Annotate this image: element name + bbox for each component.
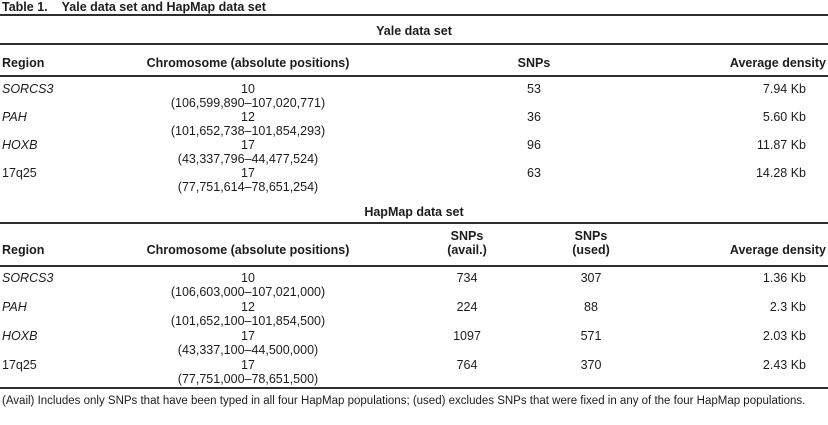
hapmap-rows: SORCS3 10 (106,603,000–107,021,000) 734 … — [0, 267, 828, 387]
chromosome-cell: 10 (106,603,000–107,021,000) — [130, 271, 366, 300]
chromosome-number: 12 — [241, 110, 255, 124]
snps-cell: 63 — [527, 166, 541, 180]
density-cell: 2.43 Kb — [762, 358, 806, 372]
chromosome-number: 17 — [241, 358, 255, 372]
chromosome-cell: 12 (101,652,738–101,854,293) — [130, 110, 366, 138]
table-number-label: Table 1. — [2, 0, 48, 14]
table-row: PAH 12 (101,652,100–101,854,500) 224 88 … — [0, 300, 828, 329]
section-heading-hapmap: HapMap data set — [0, 194, 828, 224]
snps-used-cell: 307 — [580, 271, 602, 285]
col-header-chromosome: Chromosome (absolute positions) — [146, 243, 350, 257]
hapmap-header-row: Region Chromosome (absolute positions) S… — [0, 224, 828, 267]
snps-used-line1: SNPs — [574, 229, 608, 243]
region-cell: PAH — [2, 110, 27, 124]
chromosome-number: 10 — [241, 82, 255, 96]
chromosome-positions: (106,599,890–107,020,771) — [170, 96, 326, 110]
chromosome-cell: 17 (43,337,100–44,500,000) — [130, 329, 366, 358]
density-cell: 5.60 Kb — [762, 110, 806, 124]
snps-used-cell: 370 — [580, 358, 602, 372]
col-header-density: Average density — [729, 56, 826, 70]
region-cell: 17q25 — [2, 166, 37, 180]
table-footnote: (Avail) Includes only SNPs that have bee… — [0, 387, 828, 408]
chromosome-cell: 12 (101,652,100–101,854,500) — [130, 300, 366, 329]
snps-avail-cell: 224 — [456, 300, 478, 314]
chromosome-positions: (101,652,738–101,854,293) — [170, 124, 326, 138]
snps-cell: 53 — [527, 82, 541, 96]
snps-avail-line1: SNPs — [450, 229, 484, 243]
chromosome-positions: (77,751,000–78,651,500) — [177, 372, 319, 386]
chromosome-positions: (101,652,100–101,854,500) — [170, 314, 326, 328]
table-title: Table 1. Yale data set and HapMap data s… — [0, 0, 828, 16]
chromosome-cell: 17 (77,751,000–78,651,500) — [130, 358, 366, 387]
chromosome-number: 12 — [241, 300, 255, 314]
region-cell: SORCS3 — [2, 82, 54, 96]
region-cell: PAH — [2, 300, 27, 314]
snps-used-cell: 571 — [580, 329, 602, 343]
density-cell: 11.87 Kb — [756, 138, 806, 152]
snps-avail-cell: 1097 — [453, 329, 481, 343]
chromosome-positions: (77,751,614–78,651,254) — [177, 180, 319, 194]
col-header-region: Region — [2, 243, 45, 257]
yale-header-row: Region Chromosome (absolute positions) S… — [0, 45, 828, 77]
table-row: 17q25 17 (77,751,000–78,651,500) 764 370… — [0, 358, 828, 387]
chromosome-number: 17 — [241, 166, 255, 180]
region-cell: 17q25 — [2, 358, 37, 372]
chromosome-cell: 10 (106,599,890–107,020,771) — [130, 82, 366, 110]
chromosome-number: 17 — [241, 329, 255, 343]
region-cell: HOXB — [2, 138, 38, 152]
table-row: 17q25 17 (77,751,614–78,651,254) 63 14.2… — [0, 166, 828, 194]
density-cell: 14.28 Kb — [755, 166, 806, 180]
snps-avail-cell: 734 — [456, 271, 478, 285]
chromosome-positions: (43,337,100–44,500,000) — [177, 343, 319, 357]
chromosome-cell: 17 (77,751,614–78,651,254) — [130, 166, 366, 194]
density-cell: 2.03 Kb — [762, 329, 806, 343]
snps-used-line2: (used) — [572, 243, 610, 257]
col-header-density: Average density — [729, 243, 826, 257]
section-heading-yale: Yale data set — [0, 16, 828, 45]
region-cell: HOXB — [2, 329, 38, 343]
snps-used-cell: 88 — [584, 300, 598, 314]
table-title-text: Yale data set and HapMap data set — [61, 0, 266, 14]
chromosome-cell: 17 (43,337,796–44,477,524) — [130, 138, 366, 166]
table-row: SORCS3 10 (106,603,000–107,021,000) 734 … — [0, 271, 828, 300]
chromosome-number: 17 — [241, 138, 255, 152]
snps-avail-cell: 764 — [456, 358, 478, 372]
col-header-snps-avail: SNPs (avail.) — [366, 229, 568, 257]
table-row: HOXB 17 (43,337,796–44,477,524) 96 11.87… — [0, 138, 828, 166]
col-header-region: Region — [2, 56, 45, 70]
snps-cell: 36 — [527, 110, 541, 124]
snps-avail-line2: (avail.) — [447, 243, 487, 257]
table-row: HOXB 17 (43,337,100–44,500,000) 1097 571… — [0, 329, 828, 358]
col-header-snps-used: SNPs (used) — [568, 229, 614, 257]
yale-rows: SORCS3 10 (106,599,890–107,020,771) 53 7… — [0, 77, 828, 194]
col-header-snps: SNPs — [517, 56, 551, 70]
chromosome-positions: (43,337,796–44,477,524) — [177, 152, 319, 166]
region-cell: SORCS3 — [2, 271, 54, 285]
density-cell: 2.3 Kb — [769, 300, 806, 314]
chromosome-positions: (106,603,000–107,021,000) — [170, 285, 326, 299]
table-row: PAH 12 (101,652,738–101,854,293) 36 5.60… — [0, 110, 828, 138]
col-header-chromosome: Chromosome (absolute positions) — [146, 56, 350, 70]
snps-cell: 96 — [527, 138, 541, 152]
table-row: SORCS3 10 (106,599,890–107,020,771) 53 7… — [0, 82, 828, 110]
chromosome-number: 10 — [241, 271, 255, 285]
density-cell: 1.36 Kb — [762, 271, 806, 285]
density-cell: 7.94 Kb — [762, 82, 806, 96]
